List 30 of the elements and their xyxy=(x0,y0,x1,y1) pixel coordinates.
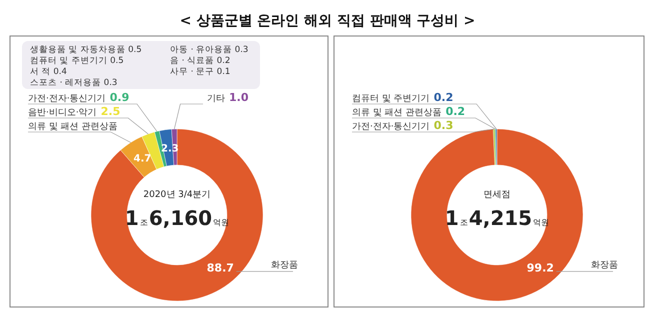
slice-label: 컴퓨터 및 주변기기 xyxy=(352,94,430,104)
text: 컴퓨터 및 주변기기 0.5 xyxy=(30,56,124,66)
data-label: 2.5 xyxy=(100,105,120,118)
data-label: 88.7 xyxy=(206,261,234,274)
data-label: 0.9 xyxy=(110,91,130,104)
data-label: 1.0 xyxy=(229,91,249,104)
slice-label: 의류 및 패션 관련상품 xyxy=(352,108,442,118)
data-label: 0.3 xyxy=(434,119,454,132)
text: 아동 · 유아용품 0.3 xyxy=(170,45,248,55)
data-label: 4.7 xyxy=(134,154,152,165)
slice-label: 의류 및 패션 관련상품 xyxy=(28,122,118,132)
slice-label: 기타 xyxy=(207,94,225,104)
data-label: 0.2 xyxy=(446,105,466,118)
text: 2020년 3/4분기 xyxy=(143,190,211,200)
slice-label: 화장품 xyxy=(271,260,298,270)
text: 생활용품 및 자동차용품 0.5 xyxy=(30,45,142,55)
donut-slice xyxy=(90,128,264,302)
slice-label: 음반·비디오·악기 xyxy=(28,108,97,118)
text: < 상품군별 온라인 해외 직접 판매액 구성비 > xyxy=(180,13,476,29)
slice-label: 가전·전자·통신기기 xyxy=(352,122,430,132)
slice-label: 화장품 xyxy=(591,260,618,270)
text: 스포츠 · 레저용품 0.3 xyxy=(30,78,118,88)
data-label: 99.2 xyxy=(526,261,554,274)
slice-label: 가전·전자·통신기기 xyxy=(28,94,106,104)
donut-slice xyxy=(410,128,584,302)
text: 서 적 0.4 xyxy=(30,67,67,77)
text: 면세점 xyxy=(484,190,510,200)
text: 사무 · 문구 0.1 xyxy=(170,67,230,77)
data-label: 0.2 xyxy=(434,91,454,104)
text: 음 · 식료품 0.2 xyxy=(170,56,230,66)
